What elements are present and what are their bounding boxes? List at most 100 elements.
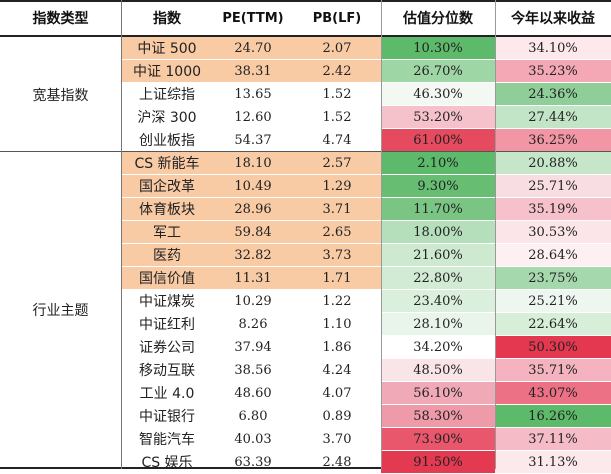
ytd-return: 37.11% bbox=[495, 428, 611, 451]
ytd-return: 22.64% bbox=[495, 313, 611, 336]
pb-value: 1.10 bbox=[293, 313, 381, 336]
ytd-return: 20.88% bbox=[495, 152, 611, 175]
bottom-border bbox=[0, 467, 611, 469]
ytd-return: 25.21% bbox=[495, 290, 611, 313]
index-name: 医药 bbox=[121, 244, 213, 267]
valuation-percentile: 18.00% bbox=[381, 221, 495, 244]
pb-value: 1.52 bbox=[293, 83, 381, 106]
header-bottom-border bbox=[0, 35, 611, 37]
pe-value: 12.60 bbox=[213, 106, 293, 129]
top-border bbox=[0, 0, 611, 2]
pb-value: 0.89 bbox=[293, 405, 381, 428]
ytd-return: 35.19% bbox=[495, 198, 611, 221]
pe-value: 38.56 bbox=[213, 359, 293, 382]
ytd-return: 16.26% bbox=[495, 405, 611, 428]
group-industry-theme: 行业主题 bbox=[32, 302, 89, 319]
ytd-return: 25.71% bbox=[495, 175, 611, 198]
pb-value: 4.24 bbox=[293, 359, 381, 382]
ytd-return: 23.75% bbox=[495, 267, 611, 290]
valuation-percentile: 56.10% bbox=[381, 382, 495, 405]
valuation-percentile: 26.70% bbox=[381, 60, 495, 83]
ytd-return: 24.36% bbox=[495, 83, 611, 106]
ytd-return: 30.53% bbox=[495, 221, 611, 244]
pb-value: 2.07 bbox=[293, 37, 381, 60]
valuation-percentile: 34.20% bbox=[381, 336, 495, 359]
valuation-percentile: 10.30% bbox=[381, 37, 495, 60]
ytd-return: 36.25% bbox=[495, 129, 611, 152]
valuation-percentile: 23.40% bbox=[381, 290, 495, 313]
pe-value: 38.31 bbox=[213, 60, 293, 83]
pe-value: 8.26 bbox=[213, 313, 293, 336]
valuation-percentile: 2.10% bbox=[381, 152, 495, 175]
index-name: 国信价值 bbox=[121, 267, 213, 290]
pb-value: 1.86 bbox=[293, 336, 381, 359]
column-divider bbox=[121, 0, 122, 469]
index-name: 中证银行 bbox=[121, 405, 213, 428]
pb-value: 2.48 bbox=[293, 451, 381, 474]
pe-value: 63.39 bbox=[213, 451, 293, 474]
group-divider bbox=[0, 151, 611, 152]
pe-value: 10.29 bbox=[213, 290, 293, 313]
index-name: CS 娱乐 bbox=[121, 451, 213, 474]
ytd-return: 35.23% bbox=[495, 60, 611, 83]
valuation-percentile: 58.30% bbox=[381, 405, 495, 428]
valuation-percentile: 22.80% bbox=[381, 267, 495, 290]
ytd-return: 34.10% bbox=[495, 37, 611, 60]
ytd-return: 28.64% bbox=[495, 244, 611, 267]
pb-value: 4.07 bbox=[293, 382, 381, 405]
pe-value: 28.96 bbox=[213, 198, 293, 221]
pb-value: 3.73 bbox=[293, 244, 381, 267]
pe-value: 24.70 bbox=[213, 37, 293, 60]
pe-value: 13.65 bbox=[213, 83, 293, 106]
ytd-return: 31.13% bbox=[495, 451, 611, 474]
valuation-percentile: 48.50% bbox=[381, 359, 495, 382]
header-pe: PE(TTM) bbox=[222, 10, 284, 26]
header-index-type: 指数类型 bbox=[32, 11, 89, 27]
pb-value: 4.74 bbox=[293, 129, 381, 152]
valuation-percentile: 53.20% bbox=[381, 106, 495, 129]
pe-value: 11.31 bbox=[213, 267, 293, 290]
pe-value: 32.82 bbox=[213, 244, 293, 267]
valuation-percentile: 91.50% bbox=[381, 451, 495, 474]
pe-value: 37.94 bbox=[213, 336, 293, 359]
index-name: 移动互联 bbox=[121, 359, 213, 382]
pb-value: 2.65 bbox=[293, 221, 381, 244]
header-index: 指数 bbox=[153, 11, 181, 27]
pb-value: 1.52 bbox=[293, 106, 381, 129]
ytd-return: 35.71% bbox=[495, 359, 611, 382]
index-name: 中证煤炭 bbox=[121, 290, 213, 313]
pb-value: 1.22 bbox=[293, 290, 381, 313]
valuation-percentile: 28.10% bbox=[381, 313, 495, 336]
index-name: CS 新能车 bbox=[121, 152, 213, 175]
pb-value: 2.57 bbox=[293, 152, 381, 175]
pe-value: 18.10 bbox=[213, 152, 293, 175]
header-valuation-percentile: 估值分位数 bbox=[403, 11, 473, 27]
pb-value: 1.71 bbox=[293, 267, 381, 290]
pe-value: 54.37 bbox=[213, 129, 293, 152]
header-ytd-return: 今年以来收益 bbox=[511, 11, 595, 27]
pb-value: 3.70 bbox=[293, 428, 381, 451]
index-name: 中证 500 bbox=[121, 37, 213, 60]
valuation-percentile: 73.90% bbox=[381, 428, 495, 451]
valuation-percentile: 61.00% bbox=[381, 129, 495, 152]
index-name: 证券公司 bbox=[121, 336, 213, 359]
ytd-return: 43.07% bbox=[495, 382, 611, 405]
index-name: 智能汽车 bbox=[121, 428, 213, 451]
ytd-return: 50.30% bbox=[495, 336, 611, 359]
index-name: 工业 4.0 bbox=[121, 382, 213, 405]
index-name: 体育板块 bbox=[121, 198, 213, 221]
index-name: 中证 1000 bbox=[121, 60, 213, 83]
pb-value: 3.71 bbox=[293, 198, 381, 221]
pb-value: 1.29 bbox=[293, 175, 381, 198]
index-name: 上证综指 bbox=[121, 83, 213, 106]
index-name: 沪深 300 bbox=[121, 106, 213, 129]
index-name: 国企改革 bbox=[121, 175, 213, 198]
index-name: 中证红利 bbox=[121, 313, 213, 336]
column-divider bbox=[381, 0, 382, 469]
ytd-return: 27.44% bbox=[495, 106, 611, 129]
index-name: 创业板指 bbox=[121, 129, 213, 152]
valuation-percentile: 11.70% bbox=[381, 198, 495, 221]
valuation-percentile: 46.30% bbox=[381, 83, 495, 106]
pe-value: 6.80 bbox=[213, 405, 293, 428]
